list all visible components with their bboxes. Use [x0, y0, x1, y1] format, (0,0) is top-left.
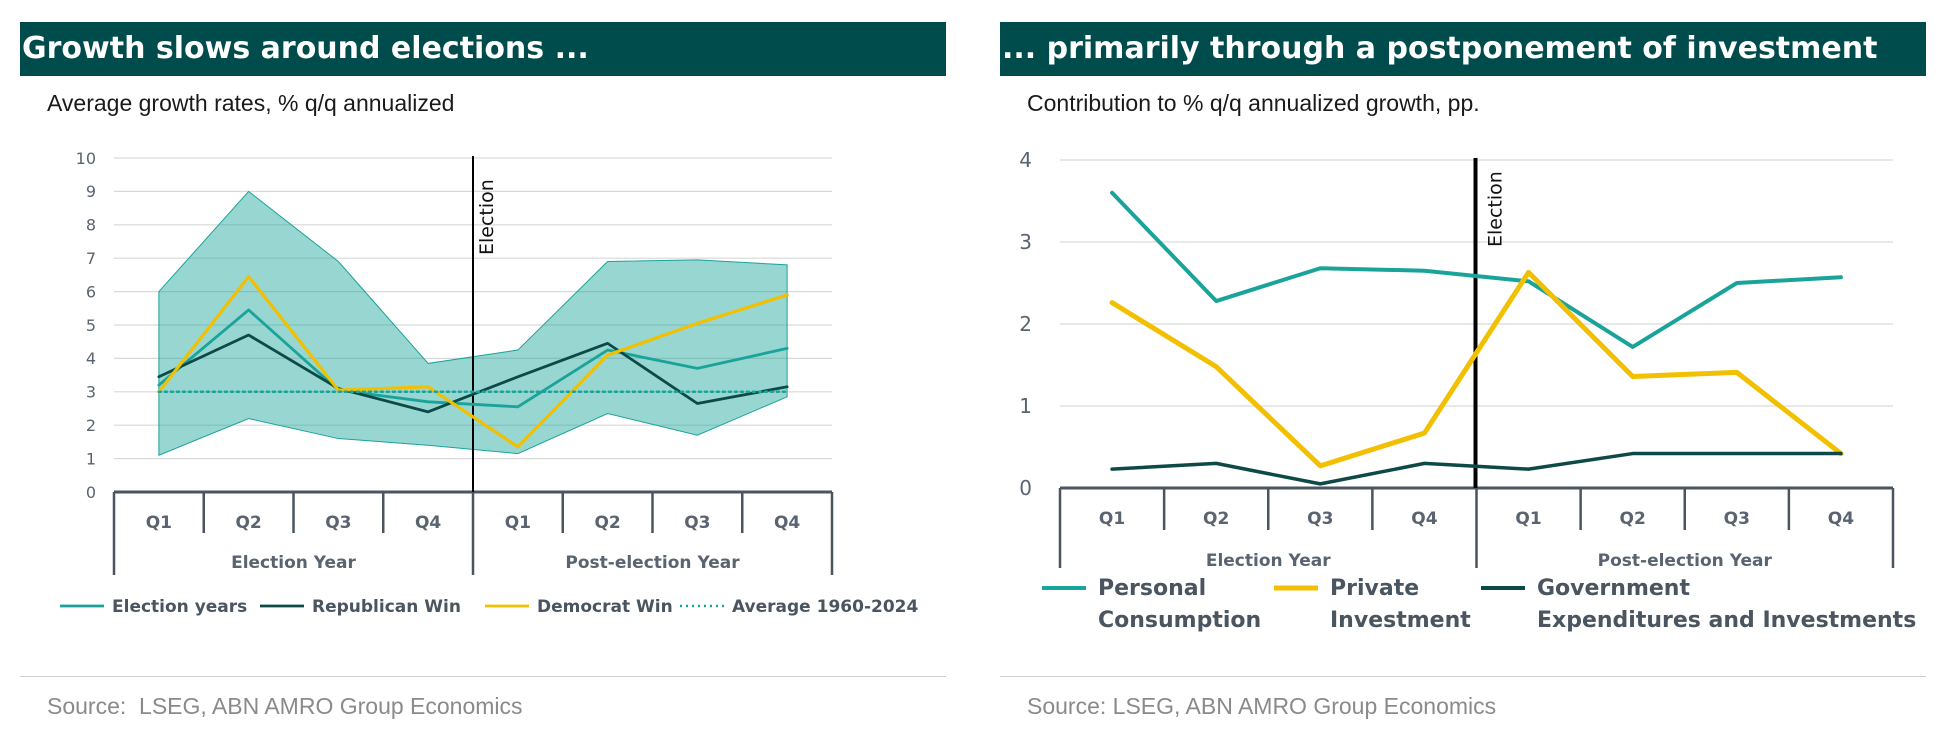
- growth-rates-chart: 0 1 2 3 4 5 6 7 8 9 10 Q1 Q2 Q3 Q4 Q1 Q2 Q3 Q4 Election Yea…: [60, 149, 918, 617]
- left-y-tick-label: 10: [76, 149, 96, 168]
- right-legend-label: Personal Consumption: [1098, 576, 1261, 633]
- right-x-group-label: Post-election Year: [1598, 551, 1773, 571]
- left-y-tick-label: 5: [86, 316, 96, 335]
- right-chart-subtitle: Contribution to % q/q annualized growth,…: [1027, 90, 1480, 116]
- right-y-tick-label: 1: [1019, 394, 1032, 418]
- left-y-tick-label: 6: [86, 282, 96, 301]
- right-election-label: Election: [1485, 171, 1507, 247]
- left-election-label: Election: [476, 179, 498, 255]
- left-series-election-years-line: [157, 308, 789, 409]
- right-x-tick-label: Q3: [1307, 509, 1333, 529]
- right-legend-label-line: Private: [1330, 576, 1419, 601]
- left-y-tick-label: 7: [86, 249, 96, 268]
- contribution-chart: 0 1 2 3 4 Q1 Q2 Q3 Q4 Q1 Q2 Q3 Q4 Election Year Post-e…: [1019, 148, 1916, 633]
- right-panel: ... primarily through a postponement of …: [1000, 0, 1940, 730]
- left-x-tick-label: Q1: [146, 513, 172, 533]
- left-x-group-label: Post-election Year: [565, 553, 740, 573]
- left-y-tick-label: 3: [86, 383, 96, 402]
- right-legend-label-line: Personal: [1098, 576, 1206, 601]
- right-y-tick-label: 3: [1019, 230, 1032, 254]
- left-y-tick-label: 4: [86, 349, 96, 368]
- left-y-tick-label: 9: [86, 182, 96, 201]
- left-legend-label: Democrat Win: [537, 597, 673, 617]
- right-x-tick-label: Q4: [1411, 509, 1437, 529]
- right-source-divider: [1000, 676, 1926, 677]
- right-x-tick-label: Q3: [1724, 509, 1750, 529]
- left-x-tick-label: Q3: [684, 513, 710, 533]
- left-legend-label: Republican Win: [312, 597, 461, 617]
- right-y-tick-label: 4: [1019, 148, 1032, 172]
- right-legend-label-line: Government: [1537, 576, 1690, 601]
- right-legend-label: Government Expenditures and Investments: [1537, 576, 1916, 633]
- right-series-private-investment-line: [1109, 269, 1844, 469]
- right-chart-title: ... primarily through a postponement of …: [1000, 22, 1926, 76]
- left-range-band: [158, 190, 788, 457]
- right-x-tick-label: Q2: [1620, 509, 1646, 529]
- right-source: Source: LSEG, ABN AMRO Group Economics: [1027, 693, 1497, 719]
- left-source: Source: LSEG, ABN AMRO Group Economics: [47, 693, 523, 719]
- left-series-democrat-win-line: [157, 274, 789, 449]
- right-y-tick-label: 2: [1019, 312, 1032, 336]
- right-y-tick-label: 0: [1019, 476, 1032, 500]
- left-x-tick-label: Q4: [415, 513, 441, 533]
- left-series-republican-win-line: [157, 333, 789, 414]
- right-x-group-label: Election Year: [1206, 551, 1331, 571]
- left-legend-label: Average 1960-2024: [732, 597, 918, 617]
- right-legend-label-line: Expenditures and Investments: [1537, 608, 1916, 633]
- left-x-tick-label: Q2: [235, 513, 261, 533]
- left-chart-subtitle: Average growth rates, % q/q annualized: [47, 90, 455, 116]
- left-chart-title: Growth slows around elections ...: [20, 22, 946, 76]
- right-series-government-expenditures-and-investments-line: [1110, 451, 1843, 486]
- left-panel: Growth slows around elections ... Averag…: [20, 0, 960, 730]
- right-legend-label-line: Investment: [1330, 608, 1471, 633]
- right-legend-label-line: Consumption: [1098, 608, 1261, 633]
- left-source-divider: [20, 676, 946, 677]
- right-legend-label: Private Investment: [1330, 576, 1471, 633]
- left-y-tick-label: 2: [86, 416, 96, 435]
- right-x-tick-label: Q1: [1515, 509, 1541, 529]
- right-x-tick-label: Q4: [1828, 509, 1854, 529]
- right-x-tick-label: Q2: [1203, 509, 1229, 529]
- left-x-group-label: Election Year: [231, 553, 356, 573]
- left-y-tick-label: 8: [86, 216, 96, 235]
- right-x-tick-label: Q1: [1099, 509, 1125, 529]
- right-series-personal-consumption-line: [1110, 190, 1843, 349]
- left-x-tick-label: Q1: [505, 513, 531, 533]
- left-legend-label: Election years: [112, 597, 247, 617]
- left-x-tick-label: Q2: [594, 513, 620, 533]
- left-y-tick-label: 1: [86, 449, 96, 468]
- left-y-tick-label: 0: [86, 483, 96, 502]
- left-x-tick-label: Q4: [774, 513, 800, 533]
- left-x-tick-label: Q3: [325, 513, 351, 533]
